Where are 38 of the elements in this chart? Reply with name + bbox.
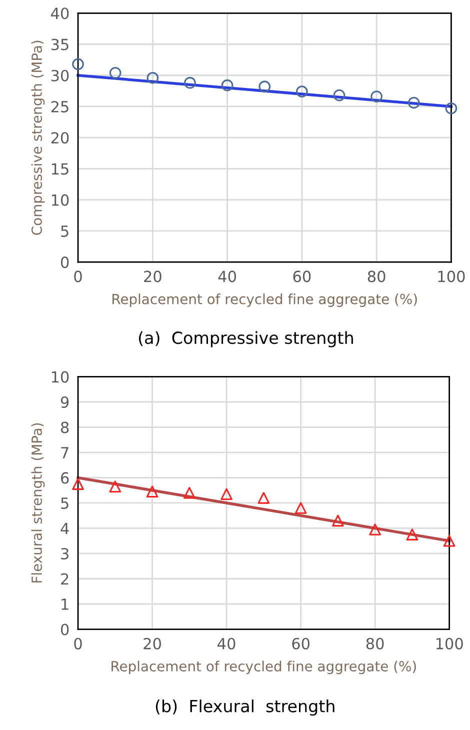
y-tick-label: 7 bbox=[61, 447, 68, 458]
y-tick-label: 8 bbox=[61, 422, 69, 434]
y-tick-label: 35 bbox=[51, 38, 68, 50]
text: (b) Flexural strength bbox=[156, 699, 334, 716]
x-tick-label: 20 bbox=[144, 270, 162, 282]
x-tick-label: 40 bbox=[218, 270, 236, 282]
x-tick-label: 100 bbox=[436, 638, 463, 650]
y-tick-label: 40 bbox=[50, 8, 69, 20]
x-tick-label: 0 bbox=[74, 270, 82, 282]
x-tick-label: 80 bbox=[366, 638, 384, 650]
y-tick-label: 15 bbox=[52, 163, 68, 175]
x-tick-label: 60 bbox=[293, 270, 311, 282]
y-tick-label: 10 bbox=[52, 194, 69, 206]
text: (a) Compressive strength bbox=[138, 331, 353, 348]
y-axis-title: Compressive strength (MPa) bbox=[31, 40, 45, 235]
y-tick-label: 30 bbox=[51, 70, 69, 82]
x-tick-label: 40 bbox=[218, 638, 236, 650]
x-tick-label: 20 bbox=[144, 638, 161, 650]
y-tick-label: 4 bbox=[60, 522, 69, 534]
y-tick-label: 6 bbox=[61, 472, 69, 484]
y-tick-label: 9 bbox=[60, 396, 69, 408]
x-axis-title: Replacement of recycled fine aggregate (%) bbox=[112, 294, 417, 307]
y-tick-label: 0 bbox=[60, 256, 69, 268]
x-tick-label: 60 bbox=[292, 638, 310, 650]
y-tick-label: 5 bbox=[61, 498, 68, 509]
y-axis-title: Flexural strength (MPa) bbox=[31, 423, 45, 582]
y-tick-label: 3 bbox=[61, 548, 68, 560]
x-tick-label: 100 bbox=[438, 270, 465, 282]
y-tick-label: 1 bbox=[62, 598, 68, 610]
y-tick-label: 10 bbox=[52, 371, 69, 383]
y-tick-label: 0 bbox=[60, 624, 69, 636]
x-tick-label: 0 bbox=[74, 638, 82, 650]
y-tick-label: 5 bbox=[61, 226, 68, 237]
y-tick-label: 25 bbox=[51, 100, 68, 113]
y-tick-label: 20 bbox=[51, 132, 69, 144]
x-tick-label: 80 bbox=[368, 270, 386, 282]
x-axis-title: Replacement of recycled fine aggregate (%) bbox=[112, 660, 416, 674]
y-tick-label: 2 bbox=[61, 573, 68, 585]
